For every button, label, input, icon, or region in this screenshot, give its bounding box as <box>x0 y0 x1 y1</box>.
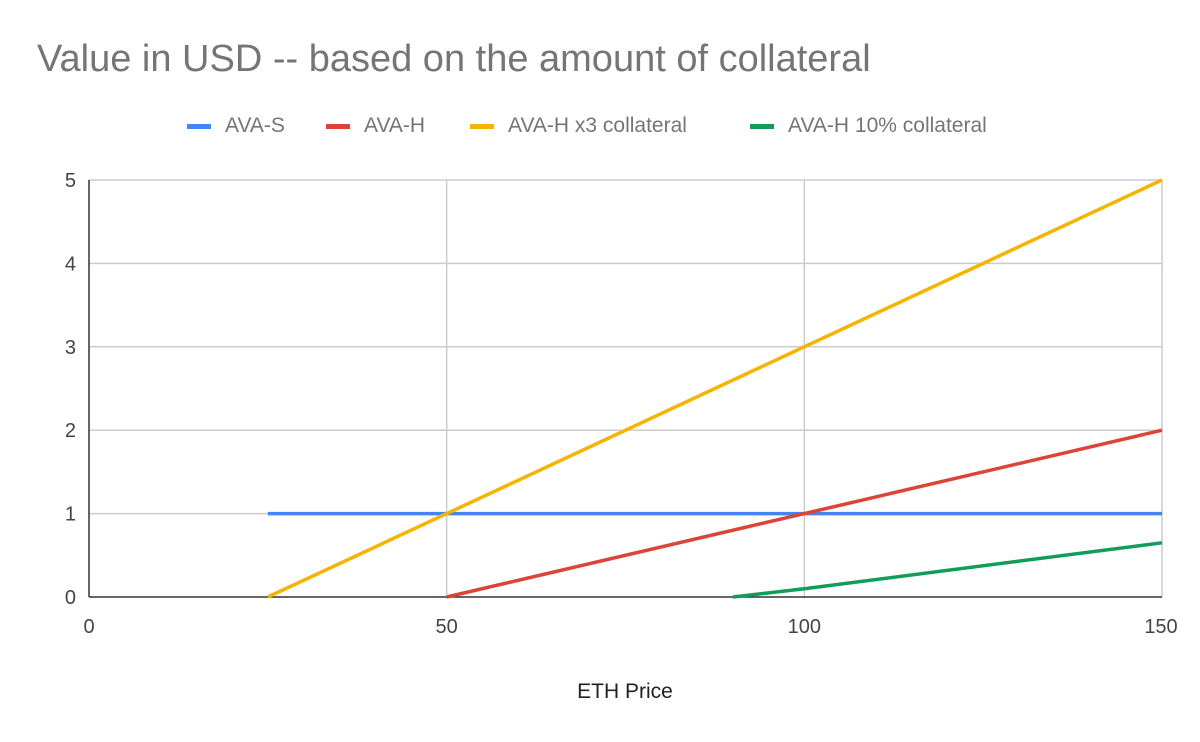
legend-item-ava-h[interactable]: AVA-H <box>326 112 425 140</box>
y-tick-label-1: 1 <box>65 504 76 526</box>
x-tick-label-150: 150 <box>1144 616 1177 638</box>
legend-swatch-ava-h-10pct <box>750 123 774 129</box>
legend: AVA-S AVA-H AVA-H x3 collateral AVA-H 10… <box>0 112 1200 140</box>
chart-title: Value in USD -- based on the amount of c… <box>37 38 871 80</box>
axes <box>88 180 1162 598</box>
series-line-ava-h-10-collateral <box>732 541 1163 599</box>
x-tick-label-50: 50 <box>436 616 458 638</box>
series-line-ava-h <box>446 428 1163 599</box>
y-tick-label-3: 3 <box>65 337 76 359</box>
x-axis-title: ETH Price <box>577 680 673 703</box>
y-tick-labels: 0 1 2 3 4 5 <box>65 170 76 609</box>
y-tick-label-2: 2 <box>65 420 76 442</box>
legend-item-ava-s[interactable]: AVA-S <box>187 112 285 140</box>
y-tick-label-0: 0 <box>65 587 76 609</box>
y-tick-label-4: 4 <box>65 253 76 275</box>
legend-label-ava-h: AVA-H <box>364 114 426 137</box>
series-group <box>267 178 1163 599</box>
legend-item-ava-h-x3[interactable]: AVA-H x3 collateral <box>470 112 687 140</box>
legend-swatch-ava-h-x3 <box>470 123 494 129</box>
legend-label-ava-s: AVA-S <box>225 114 285 137</box>
x-tick-labels: 0 50 100 150 <box>83 616 1177 638</box>
x-tick-label-0: 0 <box>83 616 94 638</box>
legend-swatch-ava-s <box>187 123 211 129</box>
grid <box>89 179 1163 597</box>
legend-item-ava-h-10pct[interactable]: AVA-H 10% collateral <box>750 112 987 140</box>
y-tick-label-5: 5 <box>65 170 76 192</box>
x-tick-label-100: 100 <box>788 616 821 638</box>
legend-swatch-ava-h <box>326 123 350 129</box>
legend-label-ava-h-x3: AVA-H x3 collateral <box>508 114 687 137</box>
legend-label-ava-h-10pct: AVA-H 10% collateral <box>788 114 987 137</box>
series-line-ava-h-x3-collateral <box>267 178 1163 599</box>
